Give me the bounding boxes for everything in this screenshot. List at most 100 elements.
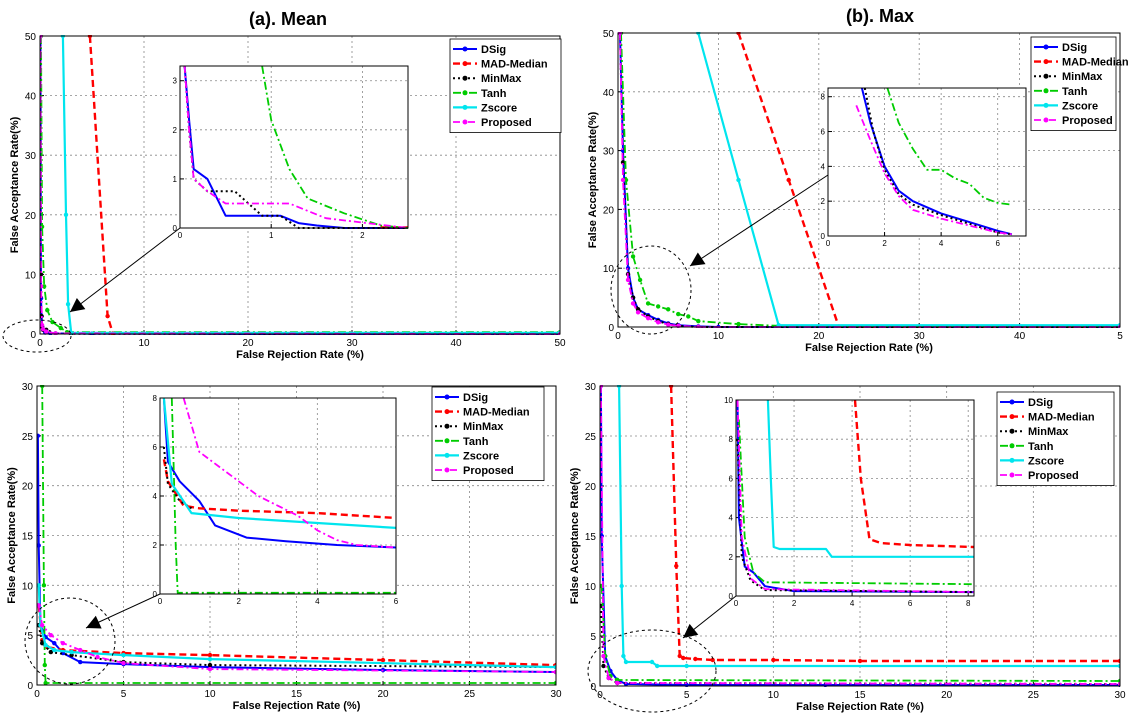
series-zscore-point [623,659,629,665]
legend-entry-label: MinMax [481,73,522,85]
legend-swatch-marker [444,409,450,415]
legend-swatch-marker [1009,443,1015,449]
y-tick-label: 10 [585,582,597,593]
inset-y-tick-label: 2 [821,197,826,206]
y-tick-label: 0 [27,681,33,692]
x-tick-label: 0 [37,338,43,349]
series-tanh-point [686,314,691,319]
inset-y-tick-label: 8 [821,93,826,102]
zoom-ellipse [610,245,692,335]
legend-entry-label: DSig [1062,42,1087,54]
inset-frame [827,87,1027,237]
series-minmax-point [48,649,54,655]
legend: DSig MAD-Median MinMax Tanh Zscore Proposed [996,391,1115,486]
x-tick-label: 20 [941,690,953,701]
legend-swatch-marker [444,452,450,458]
inset-x-tick-label: 2 [360,231,365,240]
inset-x-tick-label: 2 [792,599,797,608]
legend-swatch-marker [1009,428,1015,434]
series-proposed-point [606,675,611,681]
series-zscore-point [207,656,213,662]
x-tick-label: 15 [854,690,866,701]
legend-entry-label: Tanh [1062,86,1088,98]
series-proposed-point [78,647,83,653]
series-mad-median-point [710,657,715,663]
series-tanh-point [41,583,47,588]
series-mad-median-point [105,313,110,319]
series-zscore-point [621,653,626,659]
subplot-title: (b). Max [846,6,914,26]
inset-series-zscore [766,399,974,558]
x-tick-label: 5 [1117,331,1123,342]
series-mad-median-point [677,653,682,659]
legend-swatch-marker [462,90,468,96]
x-tick-label: 30 [550,689,562,700]
legend: DSig MAD-Median MinMax Tanh Zscore Proposed [1030,36,1129,131]
x-tick-label: 0 [615,331,621,342]
legend-swatch-marker [1043,102,1049,108]
y-tick-label: 10 [25,270,37,281]
legend: DSig MAD-Median MinMax Tanh Zscore Proposed [431,386,545,481]
series-proposed-point [1117,681,1120,687]
y-tick-label: 25 [22,432,34,443]
x-axis-label: False Rejection Rate (%) [236,349,364,361]
series-mad-median-point [674,563,679,569]
legend-swatch-marker [1043,73,1049,79]
inset-series-tanh [170,397,396,594]
y-axis-label: False Acceptance Rate(%) [587,111,599,248]
series-proposed-point [40,322,45,328]
legend-swatch-marker [444,467,450,473]
legend-entry-label: MinMax [463,421,504,433]
y-tick-label: 50 [25,32,37,43]
y-tick-label: 30 [22,382,34,393]
series-mad-median-point [771,657,776,663]
series-mad-median-point [207,652,213,658]
legend-swatch-marker [444,394,450,400]
x-axis-label: False Rejection Rate (%) [233,700,361,712]
legend-entry-label: MAD-Median [1062,57,1129,69]
x-tick-label: 30 [1114,690,1126,701]
series-mad-median-point [681,655,686,661]
series-proposed-point [37,603,41,608]
legend-box [431,386,545,481]
legend-entry-label: Zscore [1062,100,1098,112]
inset-y-tick-label: 8 [729,435,734,444]
legend-swatch-marker [1043,88,1049,94]
inset-series-mad-median [853,399,974,549]
y-tick-label: 15 [22,532,34,543]
series-zscore-point [37,583,41,588]
inset-series-proposed [183,65,408,229]
inset-x-tick-label: 0 [178,231,183,240]
inset-y-tick-label: 0 [153,590,158,599]
y-tick-label: 15 [585,532,597,543]
legend-swatch-marker [444,438,450,444]
inset-y-tick-label: 4 [821,162,826,171]
inset-plot-area [180,66,408,228]
x-tick-label: 10 [138,338,150,349]
series-tanh-point [637,277,643,283]
x-tick-label: 5 [121,689,127,700]
y-tick-label: 20 [603,205,615,216]
series-proposed-point [40,327,46,332]
inset-y-tick-label: 0 [729,592,734,601]
legend-entry-label: Tanh [481,88,507,100]
series-mad-median-point [380,657,386,663]
legend-swatch-marker [1043,59,1049,65]
series-zscore-point [649,659,655,665]
series-proposed-point [630,301,636,306]
y-tick-label: 25 [585,432,597,443]
series-zscore-point [655,663,660,669]
y-tick-label: 0 [608,323,614,334]
inset-plot: 0 2 4 6 0 2 4 6 8 [153,394,399,606]
inset-series-proposed [182,397,396,549]
x-tick-label: 25 [1028,690,1040,701]
series-zscore-point [553,664,556,670]
series-mad-median-point [786,177,791,183]
series-zscore-point [65,302,71,307]
legend-swatch-marker [462,46,468,52]
zoom-ellipse [2,319,72,353]
series-tanh-point [630,254,636,259]
series-tanh-point [623,177,629,183]
inset-x-tick-label: 2 [236,597,241,606]
series-mad-median-point [1117,658,1120,664]
